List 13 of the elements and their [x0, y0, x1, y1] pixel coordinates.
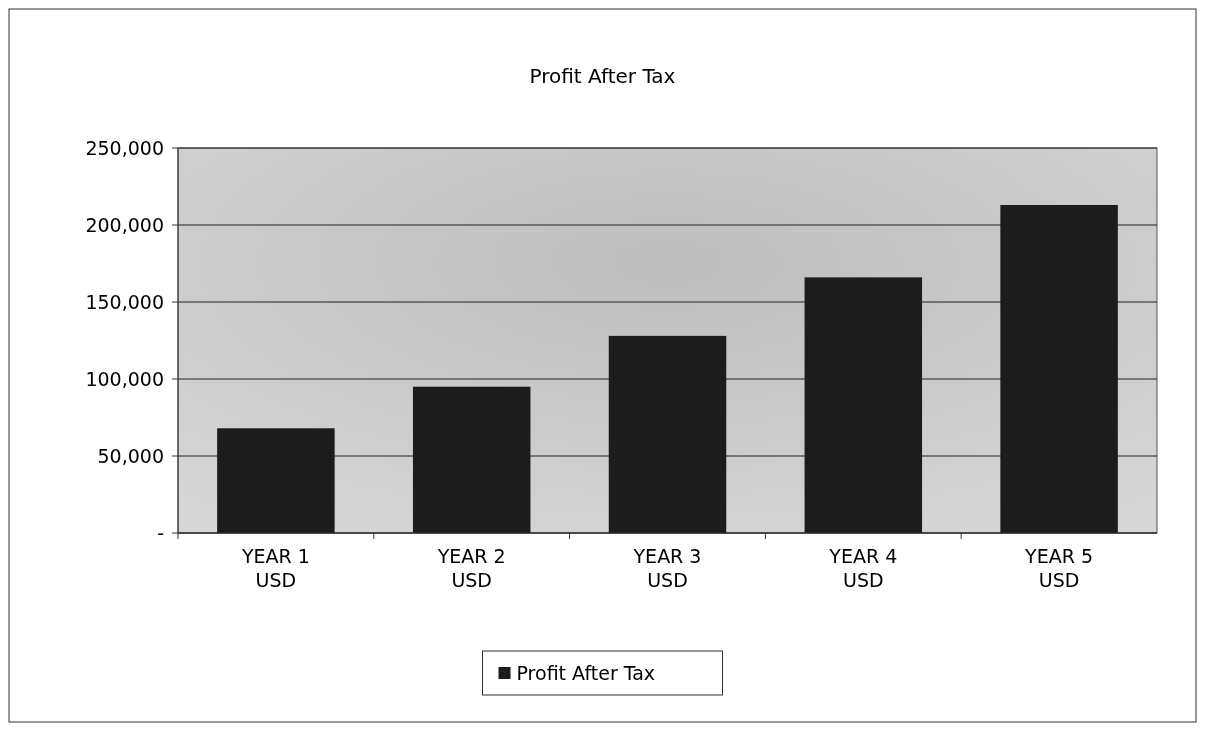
y-tick-label: 100,000 [85, 367, 164, 390]
y-tick-label: 150,000 [85, 290, 164, 313]
y-tick-label: 250,000 [85, 136, 164, 159]
x-tick-label: YEAR 1 USD [240, 545, 310, 591]
x-tick-label: YEAR 4 USD [828, 545, 898, 591]
x-tick-label: YEAR 5 USD [1024, 545, 1094, 591]
x-tick-label: YEAR 2 USD [436, 545, 506, 591]
y-tick-label: - [157, 521, 164, 544]
chart-title: Profit After Tax [529, 64, 676, 88]
y-tick-label: 200,000 [85, 213, 164, 236]
x-tick-label: YEAR 3 USD [632, 545, 702, 591]
legend-label: Profit After Tax [516, 661, 656, 684]
y-tick-label: 50,000 [97, 444, 164, 467]
